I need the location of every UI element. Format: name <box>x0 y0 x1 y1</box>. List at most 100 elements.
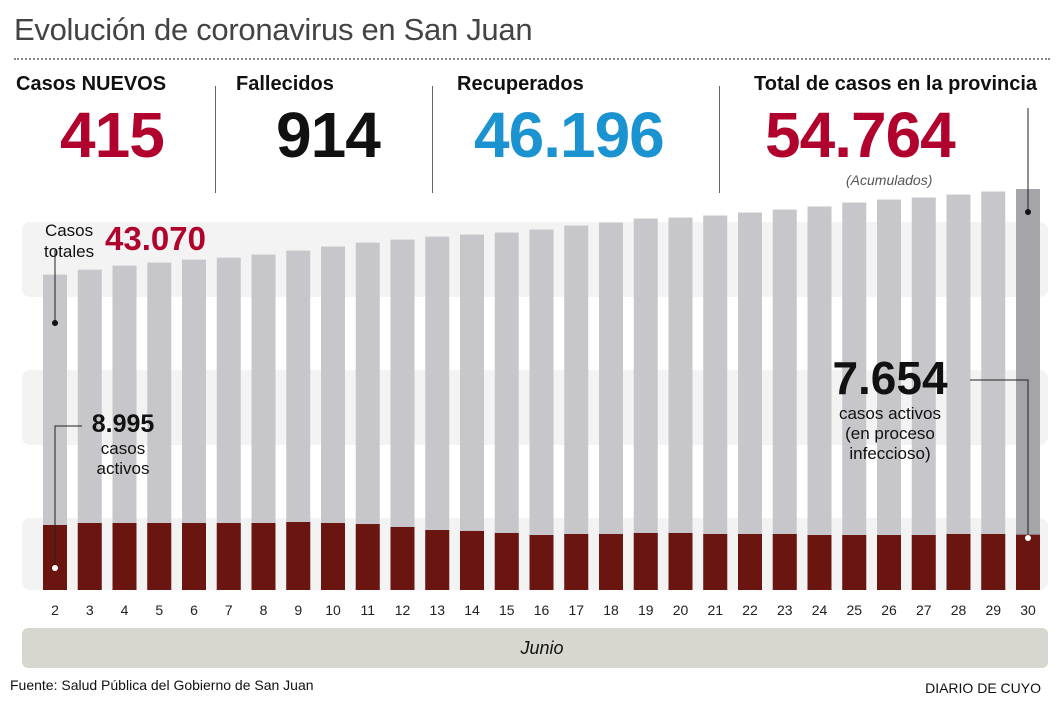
recuperados-value: 46.196 <box>474 99 665 171</box>
active-bar <box>390 526 415 590</box>
marker-dot <box>52 320 58 326</box>
active-bar <box>668 532 693 590</box>
month-label: Junio <box>519 638 563 658</box>
active-bar <box>1016 534 1040 590</box>
total-bar <box>564 225 589 591</box>
x-tick-label: 10 <box>325 602 341 618</box>
marker-dot <box>1025 209 1031 215</box>
x-tick-label: 22 <box>742 602 758 618</box>
total-bar <box>599 222 623 590</box>
active-bar <box>216 523 241 590</box>
x-tick-label: 24 <box>812 602 828 618</box>
activos-start-label: activos <box>96 459 150 478</box>
x-tick-label: 12 <box>395 602 411 618</box>
x-tick-label: 8 <box>260 602 268 618</box>
marker-dot <box>52 565 58 571</box>
totales-value: 43.070 <box>105 220 206 257</box>
active-bar <box>842 535 867 590</box>
totales-label: totales <box>44 242 95 261</box>
activos-end-label: (en proceso <box>845 424 935 443</box>
active-bar <box>112 523 137 590</box>
total-bar <box>807 206 832 590</box>
active-bar <box>703 533 728 590</box>
x-tick-label: 4 <box>121 602 129 618</box>
activos-start-value: 8.995 <box>91 410 155 438</box>
active-bar <box>877 535 901 590</box>
active-bar <box>321 523 345 590</box>
nuevos-label: Casos NUEVOS <box>16 73 167 95</box>
x-tick-label: 28 <box>951 602 967 618</box>
active-bar <box>529 535 554 590</box>
x-tick-label: 14 <box>464 602 480 618</box>
active-bar <box>599 533 623 590</box>
total-bar <box>529 229 554 591</box>
totales-label: Casos <box>44 221 94 240</box>
month-band <box>22 628 1048 668</box>
x-tick-label: 25 <box>846 602 862 618</box>
x-tick-label: 5 <box>155 602 163 618</box>
x-tick-label: 18 <box>603 602 619 618</box>
active-bar <box>807 535 832 590</box>
active-bar <box>772 533 797 590</box>
nuevos-value: 415 <box>60 99 165 171</box>
x-tick-label: 7 <box>225 602 233 618</box>
active-bar <box>182 523 206 590</box>
x-tick-label: 17 <box>568 602 584 618</box>
x-tick-label: 26 <box>881 602 897 618</box>
divider <box>719 86 720 193</box>
total-bar <box>772 209 797 591</box>
total-bar <box>494 232 519 590</box>
x-tick-label: 9 <box>294 602 302 618</box>
active-bar <box>77 523 102 590</box>
x-tick-label: 30 <box>1020 602 1036 618</box>
fallecidos-value: 914 <box>276 99 381 171</box>
total-bar <box>842 202 867 590</box>
x-tick-label: 3 <box>86 602 94 618</box>
x-tick-label: 6 <box>190 602 198 618</box>
dotted-divider <box>14 58 1050 60</box>
total-bar <box>981 191 1006 591</box>
x-tick-label: 20 <box>673 602 689 618</box>
source: Fuente: Salud Pública del Gobierno de Sa… <box>10 677 314 693</box>
total-bar <box>668 217 693 590</box>
page-title: Evolución de coronavirus en San Juan <box>14 12 533 47</box>
x-tick-label: 13 <box>429 602 445 618</box>
active-bar <box>911 535 936 590</box>
active-bar <box>286 522 311 590</box>
active-bar <box>251 523 276 590</box>
total-bar <box>703 215 728 590</box>
x-tick-label: 21 <box>707 602 723 618</box>
total-note: (Acumulados) <box>846 172 933 188</box>
active-bar <box>633 532 658 590</box>
x-tick-label: 16 <box>534 602 550 618</box>
recuperados-label: Recuperados <box>457 73 584 95</box>
total-bar <box>738 212 762 590</box>
marker-dot <box>1025 535 1031 541</box>
active-bar <box>494 532 519 590</box>
divider <box>432 86 433 193</box>
active-bar <box>147 523 172 590</box>
x-tick-label: 11 <box>360 602 375 618</box>
active-bar <box>425 530 450 590</box>
total-bar <box>877 199 901 591</box>
active-bar <box>738 533 762 590</box>
active-bar <box>946 533 971 590</box>
fallecidos-label: Fallecidos <box>236 73 334 95</box>
total-bar <box>460 234 484 591</box>
active-bar <box>460 530 484 590</box>
x-tick-label: 2 <box>51 602 59 618</box>
x-tick-label: 29 <box>985 602 1001 618</box>
total-value: 54.764 <box>765 99 956 171</box>
brand: DIARIO DE CUYO <box>925 680 1041 696</box>
total-bar <box>911 197 936 590</box>
leader-line <box>54 425 82 568</box>
activos-end-value: 7.654 <box>832 352 948 404</box>
active-bar <box>355 524 380 590</box>
active-bar <box>564 533 589 590</box>
x-tick-label: 19 <box>638 602 654 618</box>
total-bar <box>946 194 971 590</box>
x-tick-label: 23 <box>777 602 793 618</box>
active-bar <box>981 533 1006 590</box>
